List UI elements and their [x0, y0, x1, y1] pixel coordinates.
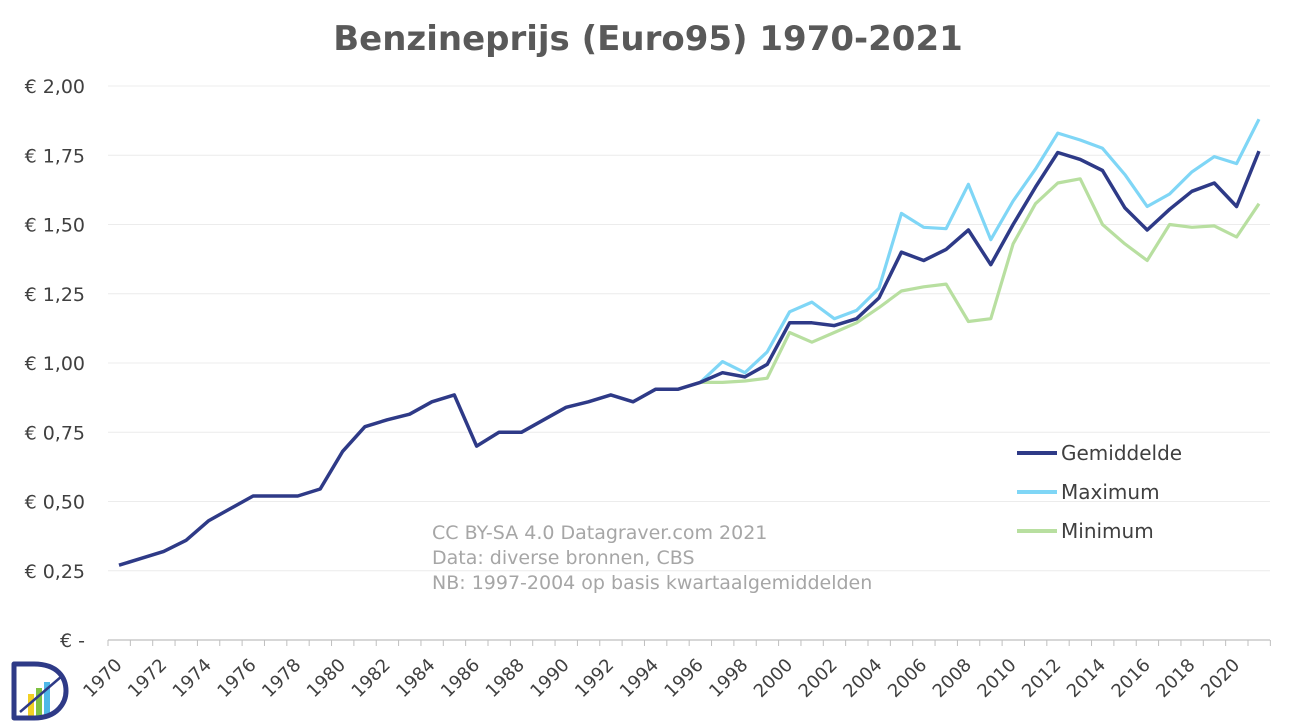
y-tick-label: € -: [60, 630, 85, 652]
x-tick-label: 2002: [795, 655, 842, 702]
x-tick-label: 1998: [705, 655, 752, 702]
y-tick-label: € 2,00: [25, 76, 85, 98]
x-tick-label: 1990: [526, 655, 573, 702]
y-tick-label: € 0,25: [25, 561, 85, 583]
x-tick-label: 1976: [213, 655, 260, 702]
x-tick-label: 2018: [1152, 655, 1199, 702]
x-tick-label: 1992: [571, 655, 618, 702]
legend-label-maximum: Maximum: [1061, 480, 1160, 504]
legend: Gemiddelde Maximum Minimum: [1017, 441, 1182, 543]
x-tick-label: 1982: [348, 655, 395, 702]
x-tick-label: 1996: [660, 655, 707, 702]
logo-d-shape: [11, 661, 69, 721]
x-tick-label: 1972: [124, 655, 171, 702]
chart-title: Benzineprijs (Euro95) 1970-2021: [333, 19, 963, 59]
x-tick-label: 1984: [392, 655, 439, 702]
x-axis-tick-labels: 1970197219741976197819801982198419861988…: [79, 655, 1244, 702]
x-tick-label: 2012: [1018, 655, 1065, 702]
logo-bar: [28, 694, 34, 716]
x-tick-label: 1974: [169, 655, 216, 702]
series-lines: [118, 118, 1261, 567]
x-tick-label: 2010: [973, 655, 1020, 702]
x-tick-label: 2004: [839, 655, 886, 702]
source-annotations: CC BY-SA 4.0 Datagraver.com 2021 Data: di…: [432, 522, 872, 594]
x-tick-label: 2006: [884, 655, 931, 702]
legend-label-minimum: Minimum: [1061, 519, 1154, 543]
y-tick-label: € 0,50: [25, 492, 85, 514]
y-tick-label: € 1,50: [25, 215, 85, 237]
series-line-minimum: [700, 177, 1261, 384]
y-tick-label: € 1,25: [25, 284, 85, 306]
x-tick-label: 1970: [79, 655, 126, 702]
legend-label-gemiddelde: Gemiddelde: [1061, 441, 1182, 465]
x-tick-label: 1980: [303, 655, 350, 702]
series-line-maximum: [699, 118, 1261, 384]
x-tick-label: 2000: [750, 655, 797, 702]
gridlines: [107, 85, 1271, 646]
x-tick-label: 1994: [616, 655, 663, 702]
series-line-gemiddelde: [118, 150, 1261, 567]
annotation-line: Data: diverse bronnen, CBS: [432, 547, 695, 569]
x-tick-label: 2020: [1197, 655, 1244, 702]
x-tick-label: 1986: [437, 655, 484, 702]
logo-trend-line: [19, 675, 63, 713]
logo-bar: [36, 688, 42, 716]
annotation-line: NB: 1997-2004 op basis kwartaalgemiddeld…: [432, 572, 872, 594]
y-axis-tick-labels: € - € 0,25 € 0,50 € 0,75 € 1,00 € 1,25 € 1,50 €…: [25, 76, 85, 652]
x-tick-label: 2014: [1063, 655, 1110, 702]
y-tick-label: € 0,75: [25, 422, 85, 444]
x-tick-label: 2008: [929, 655, 976, 702]
annotation-line: CC BY-SA 4.0 Datagraver.com 2021: [432, 522, 767, 544]
y-tick-label: € 1,00: [25, 353, 85, 375]
x-tick-label: 1988: [482, 655, 529, 702]
x-tick-label: 2016: [1108, 655, 1155, 702]
y-tick-label: € 1,75: [25, 145, 85, 167]
logo-bar: [44, 682, 50, 716]
x-tick-label: 1978: [258, 655, 305, 702]
datagraver-logo: [11, 661, 69, 721]
